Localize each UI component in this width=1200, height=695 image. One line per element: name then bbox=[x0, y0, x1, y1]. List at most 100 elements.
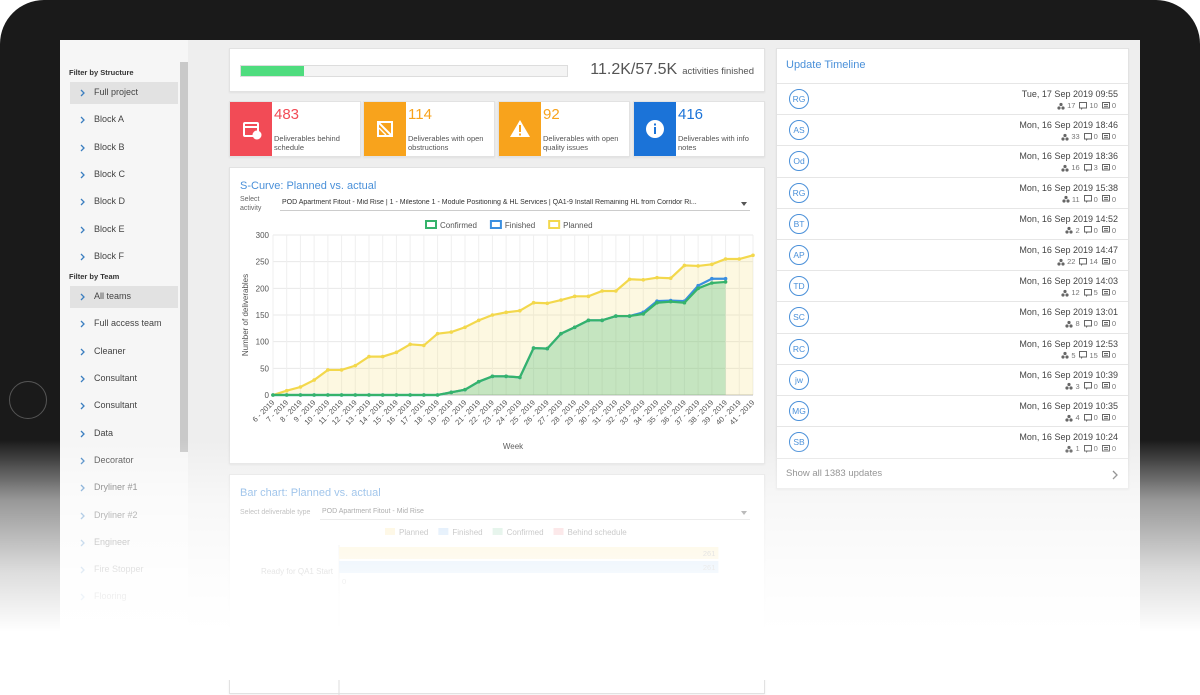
filter-label: Block F bbox=[94, 250, 125, 261]
timeline-entry: RG Mon, 16 Sep 2019 15:38 11 0 0 bbox=[777, 176, 1128, 208]
filter-item[interactable]: Consultant bbox=[70, 368, 178, 390]
icon-shape bbox=[1069, 324, 1074, 328]
filter-label: Dryliner #2 bbox=[94, 509, 138, 520]
legend-swatch bbox=[548, 220, 561, 229]
icon-shape bbox=[1069, 449, 1074, 453]
icon-shape bbox=[1063, 351, 1067, 356]
entry-counts: 5 15 0 bbox=[1061, 351, 1118, 360]
filter-label: Data bbox=[94, 427, 114, 438]
legend-swatch bbox=[385, 528, 395, 535]
series-point bbox=[682, 263, 687, 268]
comments-icon bbox=[1083, 163, 1092, 172]
entry-counts: 11 0 0 bbox=[1062, 195, 1118, 204]
filter-item[interactable]: Decorator bbox=[70, 450, 178, 472]
series-point bbox=[449, 330, 454, 334]
dropdown-value: POD Apartment Fitout - Mid Rise | 1 - Mi… bbox=[282, 199, 697, 206]
icon-shape bbox=[378, 122, 392, 136]
notes-icon bbox=[1101, 257, 1110, 264]
icon-shape bbox=[1081, 107, 1084, 110]
series-point bbox=[476, 379, 481, 384]
filter-item[interactable]: Block A bbox=[70, 109, 178, 131]
filter-item[interactable]: Full access team bbox=[70, 313, 178, 335]
icon-shape bbox=[1081, 357, 1084, 360]
filter-item[interactable]: Flooring bbox=[70, 586, 178, 608]
icon-shape bbox=[1101, 163, 1110, 171]
entry-counts: 8 0 0 bbox=[1065, 319, 1118, 328]
icon-shape bbox=[654, 127, 656, 134]
icon-shape bbox=[1064, 195, 1068, 200]
filter-label: Engineer bbox=[94, 536, 131, 547]
filter-item[interactable]: Cleaner bbox=[70, 341, 178, 363]
avatar: AS bbox=[789, 120, 809, 141]
filter-item[interactable]: Block F bbox=[70, 246, 178, 268]
filter-item[interactable]: Block D bbox=[70, 191, 178, 213]
filter-item[interactable]: Block C bbox=[70, 164, 178, 186]
progress-card: 11.2K/57.5K activities finished bbox=[229, 48, 765, 92]
series-point bbox=[298, 393, 303, 397]
filter-item[interactable]: Fire Stopper bbox=[70, 559, 178, 581]
series-point bbox=[463, 325, 467, 330]
filter-item[interactable]: Consultant bbox=[70, 395, 178, 417]
chevron-icon bbox=[80, 89, 85, 97]
filter-item[interactable]: Block B bbox=[70, 137, 178, 159]
filter-item[interactable]: Dryliner #1 bbox=[70, 477, 178, 499]
chevron-icon bbox=[80, 457, 85, 465]
filter-item[interactable]: Data bbox=[70, 423, 178, 445]
show-all-link[interactable]: Show all 1383 updates bbox=[777, 458, 1128, 489]
icon-shape bbox=[1062, 199, 1066, 203]
filter-label: Flooring bbox=[94, 591, 127, 602]
icon-shape bbox=[1065, 168, 1069, 172]
legend-label: Confirmed bbox=[507, 528, 544, 537]
chevron-icon bbox=[80, 593, 85, 601]
people-icon bbox=[1065, 383, 1074, 390]
filter-item[interactable]: Block E bbox=[70, 219, 178, 241]
icon-shape bbox=[1065, 137, 1069, 141]
filter-label: Block C bbox=[94, 168, 126, 179]
entry-counts: 22 14 0 bbox=[1057, 257, 1118, 266]
icon-shape bbox=[1069, 230, 1074, 234]
comments-count: 3 bbox=[1093, 163, 1098, 173]
series-point bbox=[312, 378, 316, 382]
notes-count: 0 bbox=[1111, 163, 1116, 173]
series-point bbox=[422, 393, 426, 397]
legend-label: Planned bbox=[563, 221, 592, 230]
people-icon bbox=[1065, 320, 1074, 328]
series-point bbox=[380, 354, 385, 359]
icon-shape bbox=[1059, 258, 1063, 262]
chevron-icon bbox=[80, 430, 85, 438]
activity-dropdown[interactable]: POD Apartment Fitout - Mid Rise | 1 - Mi… bbox=[280, 197, 750, 211]
notes-icon bbox=[1101, 195, 1110, 202]
chevron bbox=[80, 171, 85, 179]
chevron bbox=[80, 593, 85, 601]
filter-item[interactable]: Dryliner #2 bbox=[70, 505, 178, 527]
chevron-icon bbox=[80, 171, 85, 179]
stat-value: 483 bbox=[274, 106, 300, 123]
filter-item[interactable]: Full project bbox=[70, 82, 178, 104]
comments-icon bbox=[1083, 444, 1092, 453]
icon-shape bbox=[1067, 320, 1072, 324]
series-point bbox=[394, 350, 399, 355]
series-area bbox=[273, 281, 726, 395]
icon-shape bbox=[1069, 386, 1074, 390]
avatar: RC bbox=[789, 338, 809, 359]
progress-caption: activities finished bbox=[682, 66, 754, 77]
icon-shape bbox=[1067, 414, 1072, 418]
series-point bbox=[518, 308, 522, 313]
chevron-icon bbox=[80, 293, 85, 301]
icon-shape bbox=[1083, 226, 1092, 233]
chevron bbox=[80, 198, 85, 206]
filter-item[interactable]: Engineer bbox=[70, 532, 178, 554]
series-point bbox=[545, 346, 550, 351]
people-count: 11 bbox=[1071, 194, 1080, 204]
series-point bbox=[641, 278, 646, 282]
bar-chart-card: Bar chart: Planned vs. actual Select deli… bbox=[229, 474, 765, 695]
series-point bbox=[490, 374, 495, 379]
avatar: SB bbox=[789, 432, 809, 453]
icon-shape bbox=[1061, 137, 1065, 141]
stat-icon bbox=[646, 120, 664, 138]
filter-item[interactable]: All teams bbox=[70, 286, 178, 309]
timeline-card: Update Timeline RG Tue, 17 Sep 2019 09:55 1… bbox=[776, 48, 1129, 489]
dropdown-caret bbox=[741, 202, 747, 206]
y-tick-label: 300 bbox=[256, 231, 270, 240]
entry-date: Mon, 16 Sep 2019 14:47 bbox=[1019, 245, 1118, 255]
